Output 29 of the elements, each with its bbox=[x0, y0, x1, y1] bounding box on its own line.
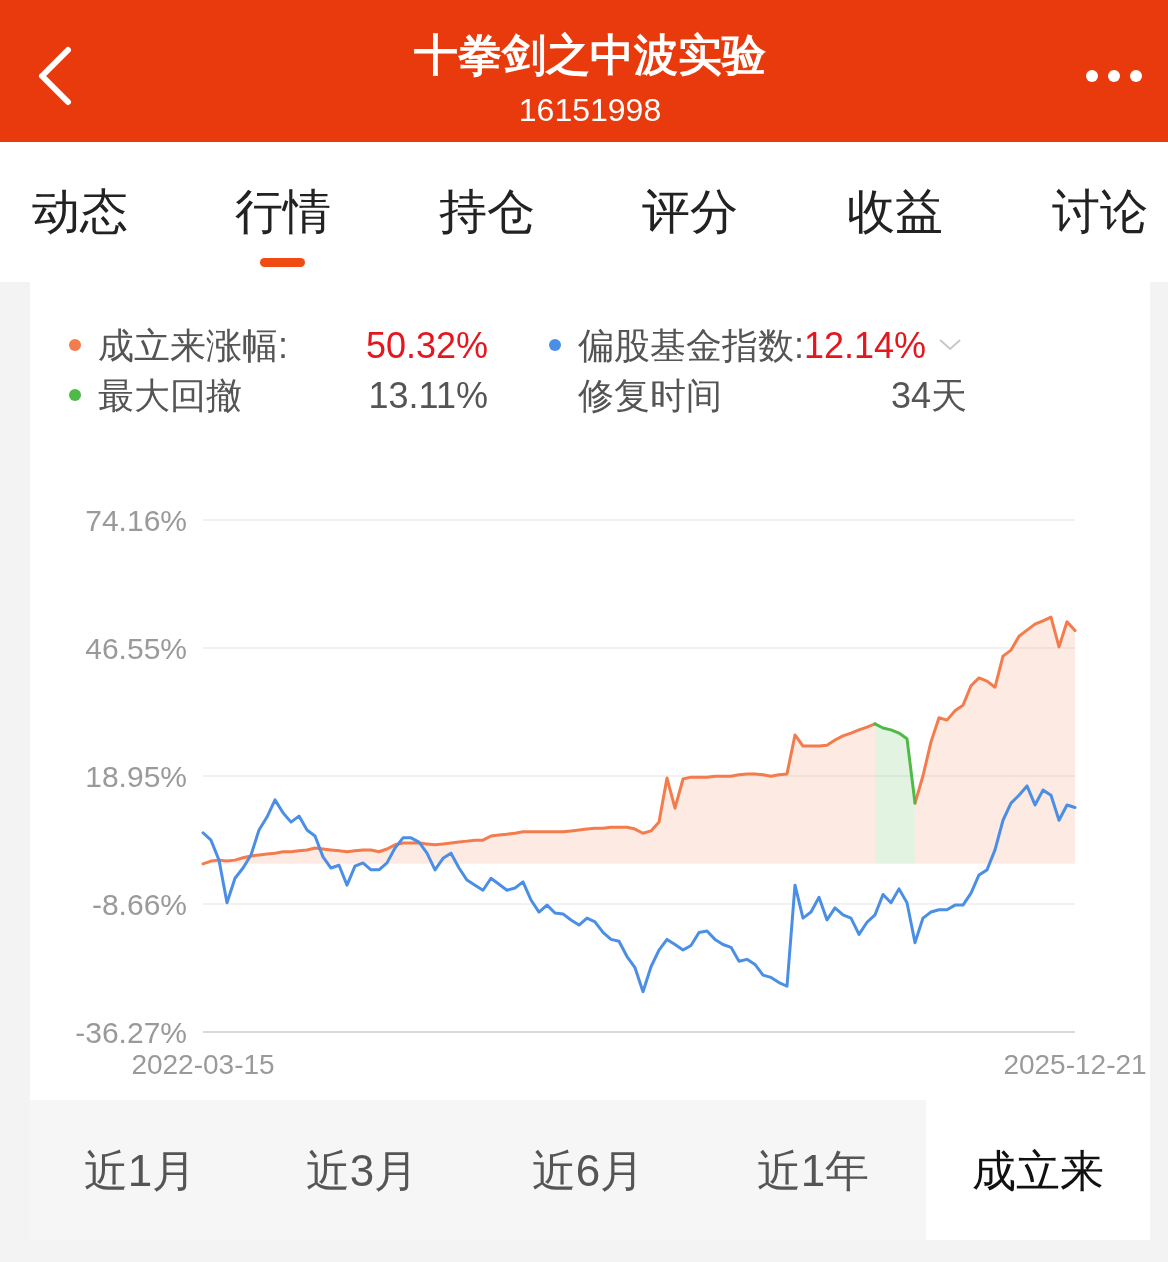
text: 持仓 bbox=[439, 185, 535, 238]
y-tick-label: -8.66% bbox=[91, 887, 187, 921]
text: 34天 bbox=[890, 375, 967, 416]
y-tick-label: -36.27% bbox=[75, 1016, 187, 1049]
line-series bbox=[201, 784, 1077, 994]
x-tick-label: 2022-03-15 bbox=[131, 1049, 275, 1080]
text: 近1年 bbox=[756, 1146, 870, 1195]
legend-label: 最大回撤 bbox=[98, 375, 242, 416]
text: 成立来 bbox=[972, 1146, 1104, 1195]
text: 修复时间 bbox=[578, 375, 722, 416]
text: 收益 bbox=[847, 185, 943, 238]
y-tick-label: 74.16% bbox=[85, 504, 187, 537]
text: 近3月 bbox=[305, 1146, 419, 1195]
text: 50.32% bbox=[365, 325, 488, 366]
legend-label: 成立来涨幅: bbox=[98, 325, 289, 366]
chart-subtitle: 16151998 bbox=[518, 92, 662, 128]
text: 动态 bbox=[32, 185, 128, 238]
chart-title: 十拳剑之中波实验 bbox=[414, 30, 767, 79]
text: 行情 bbox=[235, 185, 331, 238]
text: 评分 bbox=[642, 185, 738, 238]
x-tick-label: 2025-12-21 bbox=[1003, 1049, 1147, 1080]
text: 13.11% bbox=[368, 375, 488, 416]
text: 近6月 bbox=[531, 1146, 645, 1195]
legend-label: 偏股基金指数: bbox=[578, 325, 805, 366]
text: 讨论 bbox=[1052, 185, 1148, 238]
y-tick-label: 46.55% bbox=[85, 632, 187, 666]
text: 近1月 bbox=[83, 1146, 197, 1195]
text: 12.14% bbox=[804, 325, 927, 366]
y-tick-label: 18.95% bbox=[85, 759, 187, 793]
